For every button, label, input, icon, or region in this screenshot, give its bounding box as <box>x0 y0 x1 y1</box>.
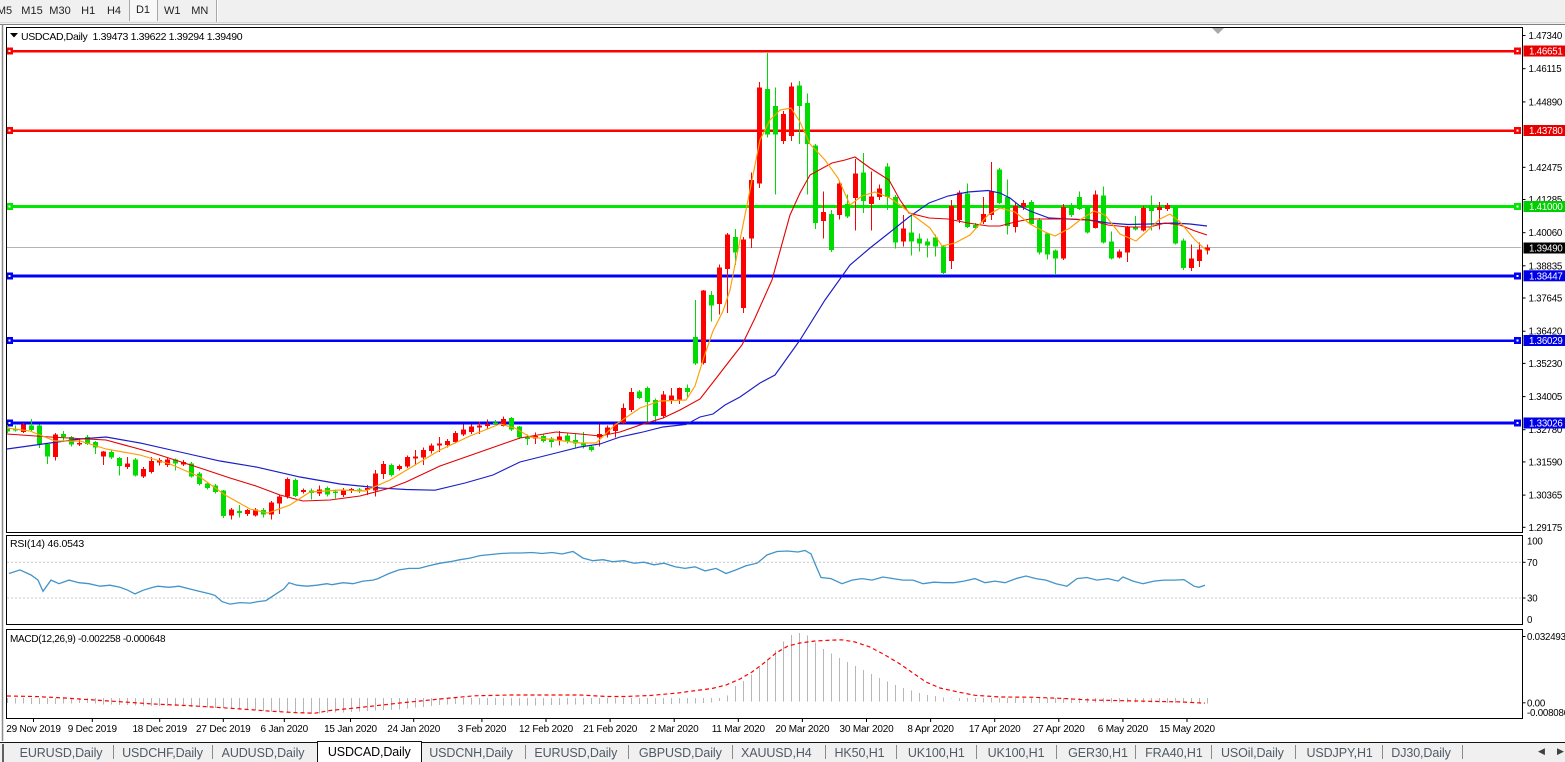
svg-text:24 Jan 2020: 24 Jan 2020 <box>387 724 440 735</box>
svg-text:6 May 2020: 6 May 2020 <box>1098 724 1149 735</box>
svg-text:27 Apr 2020: 27 Apr 2020 <box>1033 724 1085 735</box>
svg-text:0.00: 0.00 <box>1527 698 1546 709</box>
svg-text:0.032493: 0.032493 <box>1527 632 1565 643</box>
svg-text:1.38835: 1.38835 <box>1529 261 1563 272</box>
svg-text:1.44890: 1.44890 <box>1529 97 1563 108</box>
svg-text:1.30365: 1.30365 <box>1529 491 1563 502</box>
svg-text:29 Nov 2019: 29 Nov 2019 <box>6 724 61 735</box>
svg-text:21 Feb 2020: 21 Feb 2020 <box>583 724 638 735</box>
svg-text:15 May 2020: 15 May 2020 <box>1159 724 1215 735</box>
svg-text:20 Mar 2020: 20 Mar 2020 <box>775 724 830 735</box>
svg-text:70: 70 <box>1527 558 1538 569</box>
svg-text:6 Jan 2020: 6 Jan 2020 <box>261 724 309 735</box>
svg-text:1.36029: 1.36029 <box>1529 336 1563 347</box>
svg-text:1.46115: 1.46115 <box>1529 64 1562 75</box>
svg-text:9 Dec 2019: 9 Dec 2019 <box>68 724 118 735</box>
svg-text:USDCAD,Daily 1.39473 1.39622: USDCAD,Daily 1.39473 1.39622 1.39294 1.3… <box>21 31 243 43</box>
svg-text:1.41000: 1.41000 <box>1529 202 1563 213</box>
svg-text:MACD(12,26,9) -0.002258 -0.000: MACD(12,26,9) -0.002258 -0.000648 <box>10 634 166 645</box>
svg-text:1.40060: 1.40060 <box>1529 228 1563 239</box>
svg-text:11 Mar 2020: 11 Mar 2020 <box>712 724 766 735</box>
svg-text:-0.008086: -0.008086 <box>1527 708 1565 719</box>
svg-text:1.46651: 1.46651 <box>1529 47 1563 58</box>
svg-text:27 Dec 2019: 27 Dec 2019 <box>196 724 251 735</box>
svg-text:1.32780: 1.32780 <box>1529 425 1563 436</box>
svg-text:17 Apr 2020: 17 Apr 2020 <box>969 724 1021 735</box>
svg-text:100: 100 <box>1527 537 1543 548</box>
svg-text:1.39490: 1.39490 <box>1529 244 1563 255</box>
svg-text:1.33026: 1.33026 <box>1529 419 1563 430</box>
svg-text:30: 30 <box>1527 594 1538 605</box>
svg-text:3 Feb 2020: 3 Feb 2020 <box>458 724 507 735</box>
svg-text:30 Mar 2020: 30 Mar 2020 <box>840 724 895 735</box>
svg-text:1.47340: 1.47340 <box>1529 31 1563 42</box>
svg-text:2 Mar 2020: 2 Mar 2020 <box>650 724 699 735</box>
svg-text:1.35230: 1.35230 <box>1529 359 1563 370</box>
svg-text:1.43780: 1.43780 <box>1529 126 1563 137</box>
svg-text:1.36420: 1.36420 <box>1529 327 1563 338</box>
svg-text:1.31590: 1.31590 <box>1529 457 1563 468</box>
svg-text:1.38447: 1.38447 <box>1529 271 1563 282</box>
svg-text:1.42475: 1.42475 <box>1529 163 1563 174</box>
svg-text:1.29175: 1.29175 <box>1529 523 1563 534</box>
svg-text:1.37645: 1.37645 <box>1529 294 1563 305</box>
svg-text:18 Dec 2019: 18 Dec 2019 <box>132 724 187 735</box>
svg-text:1.41285: 1.41285 <box>1529 195 1563 206</box>
svg-text:8 Apr 2020: 8 Apr 2020 <box>907 724 954 735</box>
svg-text:RSI(14) 46.0543: RSI(14) 46.0543 <box>10 538 84 550</box>
svg-text:0: 0 <box>1527 615 1533 626</box>
svg-text:15 Jan 2020: 15 Jan 2020 <box>324 724 377 735</box>
svg-text:1.34005: 1.34005 <box>1529 392 1563 403</box>
svg-text:12 Feb 2020: 12 Feb 2020 <box>519 724 574 735</box>
